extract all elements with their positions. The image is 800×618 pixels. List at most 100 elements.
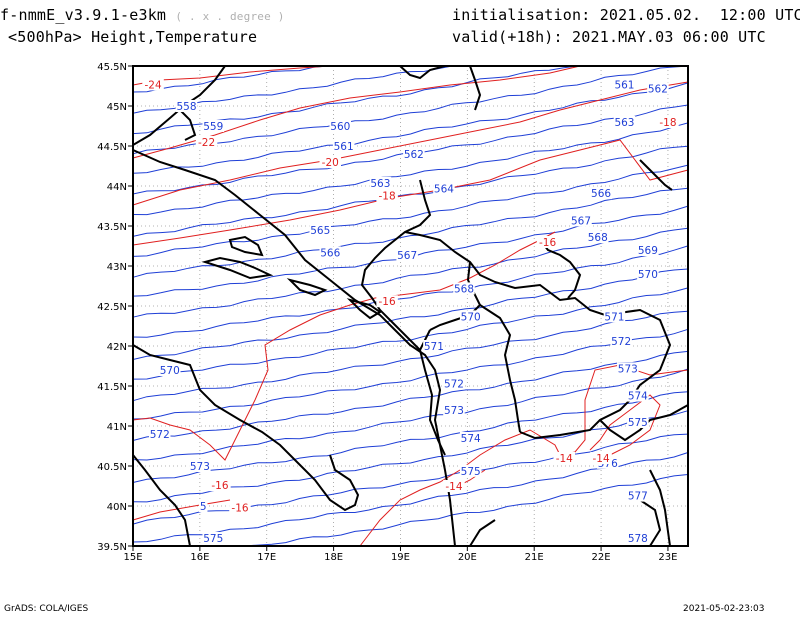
height-label: 558 (176, 101, 196, 113)
height-isoline (132, 452, 689, 543)
temperature-isoline (132, 81, 689, 206)
height-label-bg (202, 532, 224, 544)
init-value: 2021.05.02. 12:00 UTC (599, 6, 800, 24)
coastline-segment (469, 519, 496, 547)
height-label: 568 (454, 283, 474, 295)
height-isoline (132, 65, 688, 114)
temperature-label-bg (195, 136, 218, 148)
lon-tick-label: 21E (525, 552, 544, 563)
lon-tick-label: 23E (658, 552, 677, 563)
temperature-label: -14 (592, 453, 609, 465)
temperature-label-bg (376, 189, 398, 202)
height-isoline (132, 350, 689, 441)
height-label: 563 (614, 117, 634, 129)
lat-tick-label: 45.5N (97, 62, 127, 73)
footer-timestamp: 2021-05-02-23:03 (683, 604, 765, 614)
height-label-bg (189, 460, 211, 472)
coastline-segment (132, 149, 456, 547)
coastline-segment (360, 179, 432, 351)
lat-tick-label: 40N (107, 502, 127, 513)
temperature-isoline (132, 499, 231, 521)
lon-tick-label: 17E (257, 552, 276, 563)
height-label-bg (617, 362, 639, 375)
height-label: 571 (604, 311, 624, 323)
temperature-label-bg (142, 78, 164, 91)
height-label: 570 (638, 269, 658, 281)
coastline-segment (228, 235, 264, 257)
height-label-bg (637, 268, 659, 280)
height-label-bg (332, 140, 355, 152)
height-isoline (132, 187, 689, 278)
height-label-bg (613, 78, 636, 91)
height-label: 575 (461, 466, 481, 478)
lon-tick-label: 20E (458, 552, 477, 563)
height-label-bg (627, 389, 649, 402)
temperature-label-bg (443, 480, 465, 492)
lat-tick-label: 41N (107, 422, 127, 433)
level-title: <500hPa> Height,Temperature (8, 28, 258, 46)
lat-tick-label: 43N (107, 262, 127, 273)
height-label-bg (570, 214, 592, 227)
model-title: f-nmmE_v3.9.1-e3km ( . x . degree ) (0, 6, 285, 24)
height-label: 574 (461, 433, 481, 445)
height-label-bg (459, 310, 482, 323)
valid-label: valid(+18h): (452, 28, 563, 46)
coastline-segment (599, 404, 689, 442)
temperature-label-bg (319, 156, 342, 168)
height-label-bg (329, 120, 352, 132)
height-label: 568 (588, 232, 608, 244)
height-label: 5 (200, 501, 207, 513)
axis-ticks: 15E 16E 17E 18E 19E 20E 21E 22E 23E 39.5N 40N 40.5N… (97, 62, 677, 563)
height-label: 559 (203, 121, 223, 133)
height-label: 577 (628, 491, 648, 503)
temperature-label-bg (536, 236, 559, 248)
height-label-bg (590, 187, 612, 200)
height-label: 567 (397, 250, 417, 262)
coastline-segment (649, 469, 671, 547)
height-label-bg (369, 176, 392, 189)
coastline-segment (639, 499, 662, 547)
coastline-segment (639, 159, 673, 191)
lat-tick-label: 42.5N (97, 302, 127, 313)
height-label-bg (459, 432, 482, 444)
temperature-label: -20 (322, 157, 339, 169)
coastline-segment (132, 344, 360, 512)
height-label-bg (627, 532, 649, 544)
temperature-label: -14 (556, 453, 573, 465)
height-label: 573 (618, 363, 638, 375)
height-isoline (132, 328, 689, 420)
height-label-bg (148, 428, 171, 440)
height-label-bg (613, 116, 636, 128)
height-label: 563 (370, 178, 390, 190)
height-isoline (132, 245, 689, 338)
lat-tick-label: 44.5N (97, 142, 127, 153)
height-label: 570 (160, 365, 180, 377)
height-label: 578 (628, 533, 648, 545)
height-label: 572 (150, 429, 170, 441)
lat-tick-label: 40.5N (97, 462, 127, 473)
height-label-bg (396, 248, 418, 261)
height-label: 561 (614, 79, 634, 91)
lon-tick-label: 15E (123, 552, 142, 563)
height-label-bg (175, 100, 198, 112)
lat-tick-label: 39.5N (97, 542, 127, 553)
coastline-segment (201, 256, 274, 280)
height-label-bg (586, 231, 609, 244)
temperature-label: -22 (198, 137, 215, 149)
temperature-label: -14 (445, 481, 462, 493)
temperature-label-bg (590, 452, 612, 464)
height-label: 573 (190, 461, 210, 473)
height-isoline (132, 268, 689, 360)
height-label-bg (610, 335, 632, 348)
height-label: 575 (628, 417, 648, 429)
height-isoline (132, 65, 689, 155)
coastline-segment (132, 454, 191, 547)
height-label-bg (403, 148, 425, 160)
height-label-bg (627, 489, 649, 502)
lat-tick-label: 45N (107, 102, 127, 113)
height-label-bg (453, 282, 475, 295)
coastline-segment (286, 278, 328, 297)
height-label-bg (443, 404, 465, 416)
coastline-segment (346, 298, 382, 320)
